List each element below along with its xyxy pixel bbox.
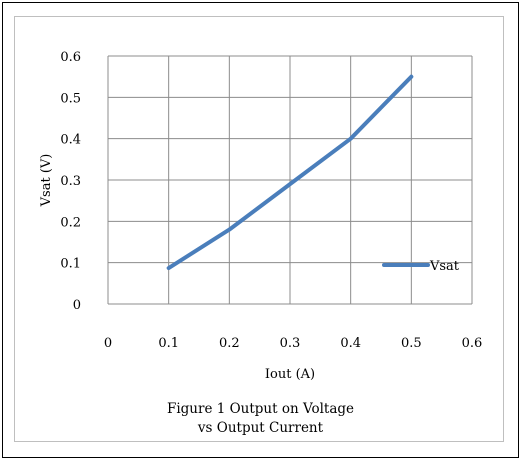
y-tick-label: 0.3 xyxy=(60,174,81,189)
y-tick-label: 0 xyxy=(73,298,81,313)
x-tick-label: 0 xyxy=(104,336,112,351)
y-tick-label: 0.2 xyxy=(60,215,81,230)
x-axis-label: Iout (A) xyxy=(265,367,315,382)
tick-labels: 0 0.1 0.2 0.3 0.4 0.5 0.6 0 0.1 0.2 0.3 0.4 0.5 0.6 xyxy=(60,50,482,351)
grid xyxy=(107,55,473,305)
x-tick-label: 0.2 xyxy=(219,336,240,351)
caption-line-1: Figure 1 Output on Voltage xyxy=(166,401,355,417)
series-line-vsat xyxy=(166,74,414,271)
y-tick-label: 0.4 xyxy=(60,133,81,148)
y-axis-label: Vsat (V) xyxy=(39,154,54,208)
figure-caption: Figure 1 Output on Voltage vs Output Cur… xyxy=(0,400,521,438)
y-tick-label: 0.1 xyxy=(60,257,81,272)
legend-label-vsat: Vsat xyxy=(429,259,460,274)
x-tick-label: 0.6 xyxy=(462,336,483,351)
series-layer xyxy=(166,74,414,271)
x-tick-label: 0.1 xyxy=(158,336,179,351)
caption-line-2: vs Output Current xyxy=(197,420,324,436)
legend: Vsat xyxy=(382,259,460,274)
chart-area xyxy=(14,16,504,442)
y-tick-label: 0.6 xyxy=(60,50,81,65)
x-tick-label: 0.4 xyxy=(340,336,361,351)
x-tick-label: 0.3 xyxy=(280,336,301,351)
x-tick-label: 0.5 xyxy=(401,336,422,351)
y-tick-label: 0.5 xyxy=(60,91,81,106)
